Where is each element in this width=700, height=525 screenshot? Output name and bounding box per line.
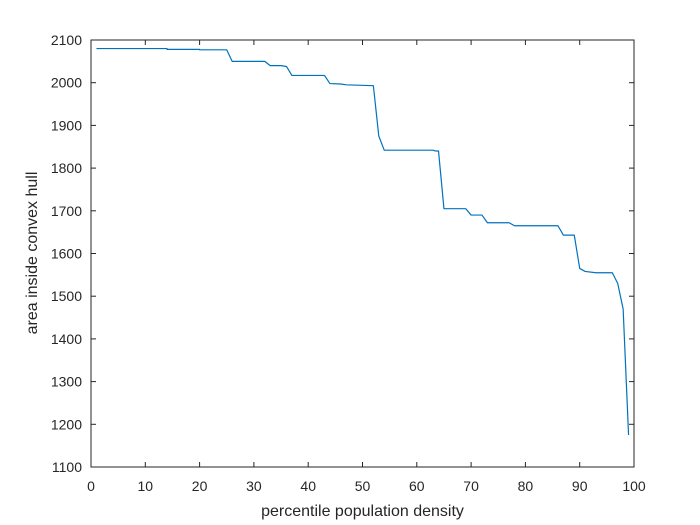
y-tick-label: 1300 [51,374,82,390]
x-tick-label: 30 [246,478,262,494]
y-tick-label: 2000 [51,75,82,91]
y-tick-label: 2100 [51,32,82,48]
y-tick-label: 1200 [51,416,82,432]
x-tick-label: 100 [622,478,646,494]
x-axis-label: percentile population density [261,503,464,520]
y-tick-label: 1600 [51,246,82,262]
x-tick-label: 60 [409,478,425,494]
x-tick-label: 20 [192,478,208,494]
x-tick-label: 0 [87,478,95,494]
y-tick-label: 1800 [51,160,82,176]
x-tick-label: 40 [300,478,316,494]
x-tick-label: 80 [518,478,534,494]
axes-box [90,39,635,468]
y-tick-label: 1900 [51,117,82,133]
y-axis-label: area inside convex hull [24,172,41,335]
plot-area: 0 10 20 30 40 50 60 70 80 90 100 1100 1200 1300 1400 15… [51,32,646,494]
x-tick-label: 90 [572,478,588,494]
y-tick-label: 1500 [51,288,82,304]
series-line [96,47,630,436]
y-tick-label: 1700 [51,203,82,219]
y-tick-label: 1100 [52,459,82,475]
x-tick-label: 70 [463,478,479,494]
y-tick-label: 1400 [51,331,82,347]
x-tick-label: 50 [355,478,371,494]
x-tick-label: 10 [138,478,154,494]
